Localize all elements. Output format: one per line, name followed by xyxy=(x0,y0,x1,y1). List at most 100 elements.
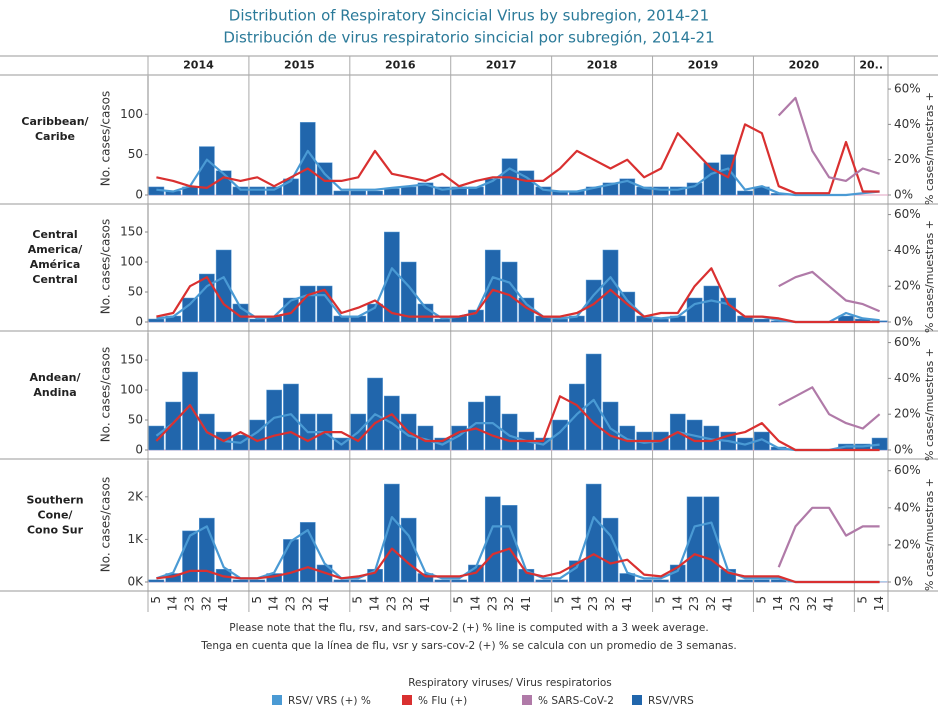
x-tick-label: 23 xyxy=(283,596,297,611)
x-tick-label: 5 xyxy=(855,596,869,604)
y2-tick-label: 40% xyxy=(894,117,921,131)
line xyxy=(777,96,880,182)
year-label: 20.. xyxy=(859,59,883,72)
line xyxy=(156,149,880,197)
bar xyxy=(400,186,417,196)
year-label: 2019 xyxy=(688,59,719,72)
bar xyxy=(569,383,585,451)
line xyxy=(155,398,880,452)
panel-label: Andean/ xyxy=(30,371,82,384)
bar xyxy=(653,579,669,583)
bar xyxy=(737,190,753,196)
line xyxy=(156,547,880,584)
bar xyxy=(754,318,770,323)
x-tick-label: 14 xyxy=(569,596,583,611)
bar xyxy=(434,186,451,196)
x-tick-label: 14 xyxy=(771,596,785,611)
y2-tick-label: 0% xyxy=(894,188,913,202)
line xyxy=(777,506,880,568)
x-tick-label: 41 xyxy=(620,596,634,611)
y2-axis-label: % cases/muestras + xyxy=(923,92,936,205)
y-tick-label: 150 xyxy=(120,353,143,367)
year-label: 2016 xyxy=(385,59,416,72)
x-tick-label: 5 xyxy=(754,596,768,604)
bar xyxy=(283,539,299,583)
bar xyxy=(249,186,266,196)
year-label: 2018 xyxy=(587,59,618,72)
x-tick-label: 41 xyxy=(822,596,836,611)
x-tick-label: 32 xyxy=(805,596,819,611)
y2-axis-label: % cases/muestras + xyxy=(923,348,936,461)
panel-label: America/ xyxy=(28,243,84,256)
bar xyxy=(686,297,703,323)
bar xyxy=(316,162,333,196)
legend-title: Respiratory viruses/ Virus respiratorios xyxy=(408,677,612,689)
bar xyxy=(148,579,165,583)
legend-swatch xyxy=(272,695,282,705)
x-tick-label: 32 xyxy=(603,596,617,611)
legend-swatch xyxy=(402,695,412,705)
bar xyxy=(636,579,652,583)
bar xyxy=(400,261,417,323)
y2-tick-label: 60% xyxy=(894,82,921,96)
y-tick-label: 0 xyxy=(135,443,143,457)
bar xyxy=(552,579,568,583)
x-tick-label: 14 xyxy=(872,596,886,611)
y2-tick-label: 0% xyxy=(894,575,913,589)
x-tick-label: 23 xyxy=(384,596,398,611)
bar xyxy=(350,190,367,196)
bar xyxy=(501,261,518,323)
x-tick-label: 32 xyxy=(704,596,718,611)
x-tick-label: 41 xyxy=(216,596,230,611)
bar xyxy=(619,425,636,451)
bar xyxy=(299,122,316,196)
x-tick-label: 32 xyxy=(300,596,314,611)
bar xyxy=(232,186,249,196)
x-tick-label: 41 xyxy=(519,596,533,611)
bar xyxy=(232,579,249,583)
y2-tick-label: 40% xyxy=(894,371,921,385)
bar xyxy=(669,186,686,196)
bar xyxy=(199,273,215,323)
x-tick-label: 14 xyxy=(267,596,281,611)
bar xyxy=(283,383,299,451)
bar xyxy=(333,190,350,196)
y2-tick-label: 60% xyxy=(894,463,921,477)
y-tick-label: 100 xyxy=(120,107,143,121)
bar xyxy=(871,437,888,451)
y2-tick-label: 40% xyxy=(894,500,921,514)
bar xyxy=(653,186,669,196)
bar xyxy=(400,517,417,583)
y2-tick-label: 20% xyxy=(894,279,921,293)
chart-subtitle: Distribución de virus respiratorio sinci… xyxy=(223,29,714,47)
x-tick-label: 23 xyxy=(687,596,701,611)
x-tick-label: 14 xyxy=(468,596,482,611)
panel-label: Caribbean/ xyxy=(21,115,89,128)
x-tick-label: 5 xyxy=(553,596,567,604)
y2-tick-label: 0% xyxy=(894,443,913,457)
x-tick-label: 23 xyxy=(183,596,197,611)
y2-tick-label: 20% xyxy=(894,537,921,551)
y2-tick-label: 60% xyxy=(894,207,921,221)
x-tick-label: 5 xyxy=(653,596,667,604)
bar xyxy=(602,401,619,451)
y-tick-label: 1K xyxy=(127,532,144,546)
bar xyxy=(501,505,518,583)
y2-tick-label: 20% xyxy=(894,152,921,166)
y-tick-label: 100 xyxy=(120,383,143,397)
bar xyxy=(535,579,552,583)
panel-label: Cone/ xyxy=(38,509,74,522)
x-tick-label: 5 xyxy=(351,596,365,604)
legend-label: % Flu (+) xyxy=(418,695,467,707)
bar xyxy=(165,401,182,451)
y2-tick-label: 0% xyxy=(894,315,913,329)
bar xyxy=(299,285,316,323)
line xyxy=(778,270,881,313)
panel-label: Andina xyxy=(33,386,76,399)
y-tick-label: 100 xyxy=(120,255,143,269)
panel-label: Central xyxy=(32,228,77,241)
legend-label: % SARS-CoV-2 xyxy=(538,695,614,707)
bar xyxy=(703,285,720,323)
bar xyxy=(182,530,198,583)
